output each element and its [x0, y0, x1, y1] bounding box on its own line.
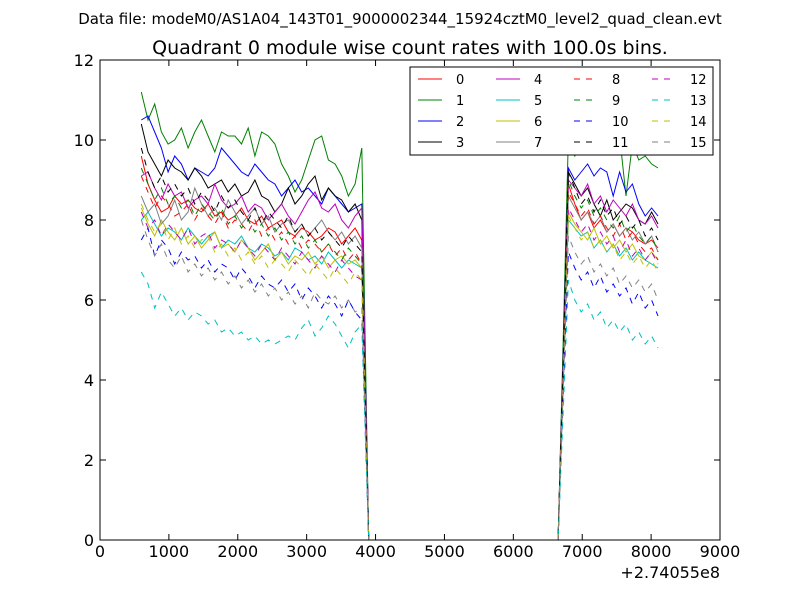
legend-label-15: 15 [690, 136, 707, 151]
legend-label-9: 9 [612, 94, 620, 109]
x-tick-label: 5000 [424, 542, 465, 561]
series-layer [140, 91, 659, 541]
y-tick-label: 12 [74, 51, 94, 70]
x-tick-label: 3000 [286, 542, 327, 561]
series-line-15 [140, 219, 659, 541]
x-tick-label: 6000 [493, 542, 534, 561]
legend-label-14: 14 [690, 115, 707, 130]
x-tick-label: 0 [95, 542, 105, 561]
legend-label-11: 11 [612, 136, 629, 151]
series-line-2 [141, 115, 659, 541]
series-line-10 [140, 226, 659, 541]
series-line-11 [140, 147, 659, 541]
x-tick-label: 9000 [700, 542, 741, 561]
x-tick-label: 4000 [355, 542, 396, 561]
x-tick-label: 8000 [631, 542, 672, 561]
y-tick-label: 10 [74, 131, 94, 150]
series-line-12 [140, 206, 659, 541]
y-tick-label: 0 [84, 531, 94, 550]
chart-suptitle: Data file: modeM0/AS1A04_143T01_90000023… [78, 10, 722, 29]
legend-label-0: 0 [456, 73, 464, 88]
legend-label-12: 12 [690, 73, 707, 88]
y-tick-label: 6 [84, 291, 94, 310]
series-line-6 [140, 207, 659, 541]
legend-box [409, 66, 714, 156]
y-tick-label: 2 [84, 451, 94, 470]
y-tick-label: 8 [84, 211, 94, 230]
legend-label-13: 13 [690, 94, 707, 109]
legend-label-7: 7 [534, 136, 542, 151]
x-tick-label: 2000 [217, 542, 258, 561]
plot-frame [99, 59, 721, 541]
series-line-4 [141, 171, 659, 541]
series-line-8 [140, 175, 659, 541]
x-tick-label: 7000 [562, 542, 603, 561]
legend-label-2: 2 [456, 115, 464, 130]
x-offset-label: +2.74055e8 [620, 563, 720, 582]
legend-label-4: 4 [534, 73, 542, 88]
x-tick-label: 1000 [149, 542, 190, 561]
legend-label-3: 3 [456, 136, 464, 151]
series-line-13 [140, 271, 659, 541]
legend-label-1: 1 [456, 94, 464, 109]
y-tick-label: 4 [84, 371, 94, 390]
legend-label-10: 10 [612, 115, 629, 130]
series-line-14 [140, 203, 659, 541]
tick-layer: 0 1000 2000 3000 4000 5000 6000 7000 8000 9000 0 2 4… [74, 51, 741, 561]
legend-label-8: 8 [612, 73, 620, 88]
legend-label-6: 6 [534, 115, 542, 130]
series-line-9 [140, 167, 659, 541]
legend-label-5: 5 [534, 94, 542, 109]
chart-title: Quadrant 0 module wise count rates with … [152, 37, 668, 59]
